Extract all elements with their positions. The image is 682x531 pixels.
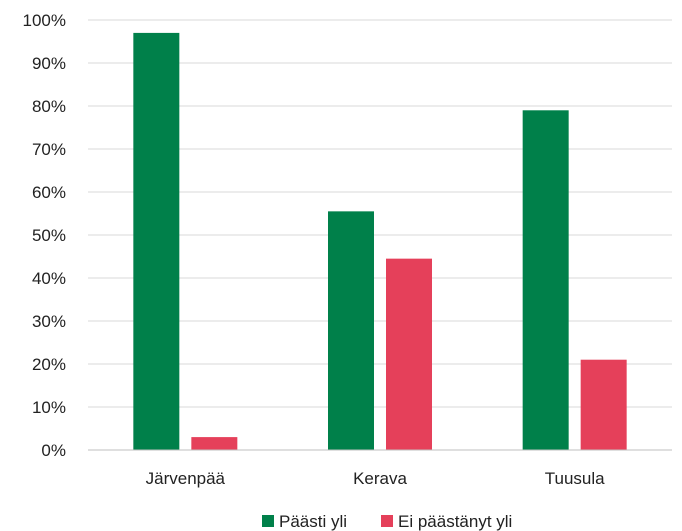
bar xyxy=(522,110,569,451)
x-category-label: Kerava xyxy=(353,469,407,488)
y-tick-label: 80% xyxy=(32,97,66,116)
y-axis-tick-labels: 0% 10% 20% 30% 40% 50% 60% 70% 80% 90% 100% xyxy=(23,11,66,460)
bars xyxy=(133,32,627,451)
x-category-label: Tuusula xyxy=(545,469,605,488)
y-tick-label: 30% xyxy=(32,312,66,331)
bar xyxy=(191,437,238,450)
bar xyxy=(133,32,180,451)
legend-swatch xyxy=(381,515,393,527)
y-tick-label: 20% xyxy=(32,355,66,374)
legend-label: Ei päästänyt yli xyxy=(398,512,512,531)
x-axis-category-labels: Järvenpää Kerava Tuusula xyxy=(146,469,605,488)
y-tick-label: 60% xyxy=(32,183,66,202)
bar xyxy=(328,211,374,450)
gridlines xyxy=(88,19,672,408)
y-tick-label: 0% xyxy=(41,441,66,460)
y-tick-label: 90% xyxy=(32,54,66,73)
legend-swatch xyxy=(262,515,274,527)
y-tick-label: 50% xyxy=(32,226,66,245)
y-tick-label: 70% xyxy=(32,140,66,159)
x-category-label: Järvenpää xyxy=(146,469,226,488)
legend: Päästi yli Ei päästänyt yli xyxy=(262,512,512,531)
bar xyxy=(386,258,432,450)
y-tick-label: 40% xyxy=(32,269,66,288)
y-tick-label: 10% xyxy=(32,398,66,417)
legend-label: Päästi yli xyxy=(279,512,347,531)
bar xyxy=(580,359,627,450)
y-tick-label: 100% xyxy=(23,11,66,30)
